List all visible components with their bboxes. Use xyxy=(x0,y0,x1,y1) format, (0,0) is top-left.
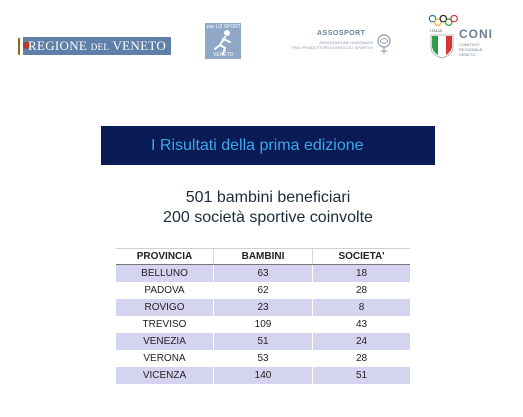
summary-clubs: 200 società sportive coinvolte xyxy=(163,209,373,226)
table-row: PADOVA 62 28 xyxy=(116,282,410,299)
cell-bambini: 23 xyxy=(213,299,313,316)
olympic-ring xyxy=(428,15,437,23)
cell-provincia: ROVIGO xyxy=(116,299,214,316)
cell-provincia: BELLUNO xyxy=(116,264,214,282)
coni-italia: ITALIA xyxy=(430,28,442,33)
assosport-emblem-icon xyxy=(377,34,391,54)
regione-word: REGIONE xyxy=(28,38,88,53)
cell-provincia: VERONA xyxy=(143,353,186,364)
results-table: PROVINCIA BAMBINI SOCIETA' BELLUNO 63 18… xyxy=(116,248,410,384)
cell-bambini: 51 xyxy=(213,333,313,350)
cell-societa: 28 xyxy=(312,282,410,299)
summary-block: 501 bambini beneficiari 200 società spor… xyxy=(101,188,435,228)
italy-shield-icon xyxy=(430,34,454,59)
assosport-logo: ASSOSPORT ASSOCIAZIONE NAZIONALE FRA I P… xyxy=(285,30,393,60)
table-row: VICENZA 140 51 xyxy=(116,367,410,384)
olympic-ring xyxy=(439,15,448,23)
cell-societa: 18 xyxy=(312,264,410,282)
olympic-ring xyxy=(450,15,458,23)
cell-bambini: 63 xyxy=(213,264,313,282)
cell-provincia: VENEZIA xyxy=(116,333,214,350)
coni-sub-1: COMITATO xyxy=(459,42,480,47)
coni-logo: ITALIA CONI COMITATO REGIONALE VENETO xyxy=(428,15,494,61)
cell-bambini: 109 xyxy=(213,316,313,333)
veneto-word: VENETO xyxy=(112,38,167,53)
header-provincia: PROVINCIA xyxy=(116,248,214,265)
cell-provincia: TREVISO xyxy=(142,319,187,330)
cell-bambini: 140 xyxy=(213,367,313,384)
runner-icon xyxy=(214,30,231,55)
cell-bambini: 53 xyxy=(213,350,313,367)
cell-societa: 28 xyxy=(312,350,410,367)
table-header-row: PROVINCIA BAMBINI SOCIETA' xyxy=(116,248,410,265)
olympic-rings-icon xyxy=(428,15,458,26)
table-row: VENEZIA 51 24 xyxy=(116,333,410,350)
lion-crest-icon xyxy=(18,37,29,55)
table-row: VERONA 53 28 xyxy=(116,350,410,367)
assosport-title: ASSOSPORT xyxy=(317,30,366,37)
header-societa: SOCIETA' xyxy=(312,248,410,265)
table-row: TREVISO 109 43 xyxy=(116,316,410,333)
cell-societa: 51 xyxy=(312,367,410,384)
summary-children: 501 bambini beneficiari xyxy=(185,189,351,206)
cell-bambini: 62 xyxy=(213,282,313,299)
del-word: DEL xyxy=(90,42,110,52)
title-banner: I Risultati della prima edizione xyxy=(101,126,435,165)
cell-provincia: VICENZA xyxy=(116,367,214,384)
table-row: ROVIGO 23 8 xyxy=(116,299,410,316)
cell-provincia: PADOVA xyxy=(144,285,185,296)
coni-sub-2: REGIONALE xyxy=(459,47,483,52)
cell-societa: 8 xyxy=(312,299,410,316)
olympic-ring xyxy=(434,18,442,26)
coni-sub-3: VENETO xyxy=(459,52,476,57)
page-title: I Risultati della prima edizione xyxy=(151,136,364,154)
olympic-ring xyxy=(444,18,453,26)
assosport-sub-1: ASSOCIAZIONE NAZIONALE xyxy=(319,40,373,45)
coni-word: CONI xyxy=(459,27,493,41)
regione-veneto-logo: REGIONE DEL VENETO xyxy=(18,36,172,56)
header-bambini: BAMBINI xyxy=(213,248,313,265)
assosport-sub-2: FRA I PRODUTTORI DI ARTICOLI SPORTIVI xyxy=(291,45,373,50)
sport-veneto-logo: per LO SPORT VENETO xyxy=(205,23,241,59)
table-row: BELLUNO 63 18 xyxy=(116,264,410,282)
sport-sub: VENETO xyxy=(213,52,234,58)
cell-societa: 43 xyxy=(312,316,410,333)
cell-societa: 24 xyxy=(312,333,410,350)
sport-caption: per LO SPORT xyxy=(207,24,241,30)
